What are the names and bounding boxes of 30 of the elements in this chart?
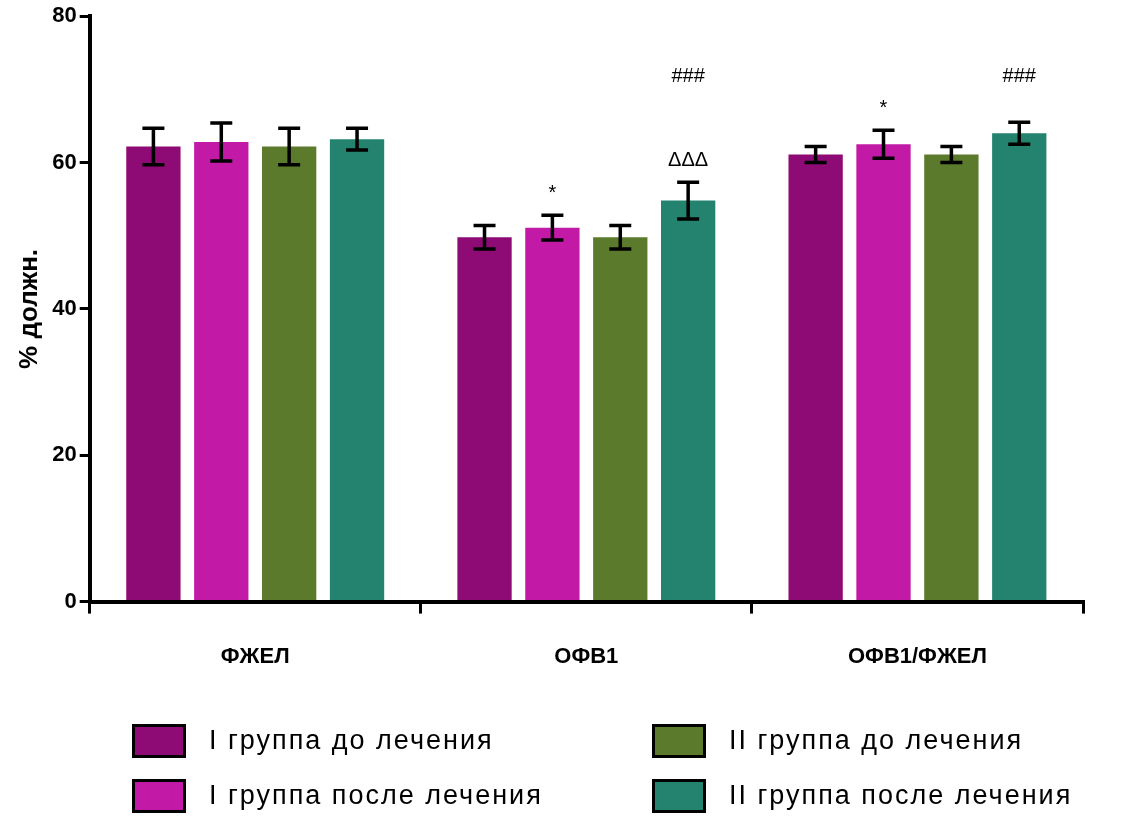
y-tick-label: 20 <box>52 441 77 467</box>
bar <box>992 133 1047 601</box>
legend-label: II группа до лечения <box>729 725 1024 756</box>
bar <box>788 154 843 601</box>
annotation: ### <box>671 63 706 86</box>
bar <box>194 142 249 601</box>
y-axis-title: % должн. <box>12 248 43 369</box>
y-tick-label: 60 <box>52 148 77 174</box>
annotation: ### <box>1002 63 1037 86</box>
annotation: * <box>548 180 557 203</box>
legend-label: I группа после лечения <box>209 780 543 811</box>
bar <box>329 139 385 601</box>
bar <box>661 200 716 601</box>
x-tick-label: ОФВ1 <box>554 642 619 668</box>
bar <box>593 237 648 601</box>
bar <box>924 154 979 601</box>
annotation: * <box>879 95 888 118</box>
bar <box>262 146 317 601</box>
annotation: ΔΔΔ <box>668 147 709 170</box>
y-tick-label: 0 <box>64 587 77 613</box>
bar <box>457 237 512 601</box>
x-tick-label: ФЖЕЛ <box>220 642 290 668</box>
bar <box>525 227 580 601</box>
legend-label: II группа после лечения <box>729 780 1073 811</box>
x-tick-label: ОФВ1/ФЖЕЛ <box>847 642 987 668</box>
bar <box>856 144 911 601</box>
legend-label: I группа до лечения <box>209 725 494 756</box>
y-tick-label: 40 <box>52 294 77 320</box>
y-tick-label: 80 <box>52 2 77 28</box>
bar <box>126 146 181 601</box>
